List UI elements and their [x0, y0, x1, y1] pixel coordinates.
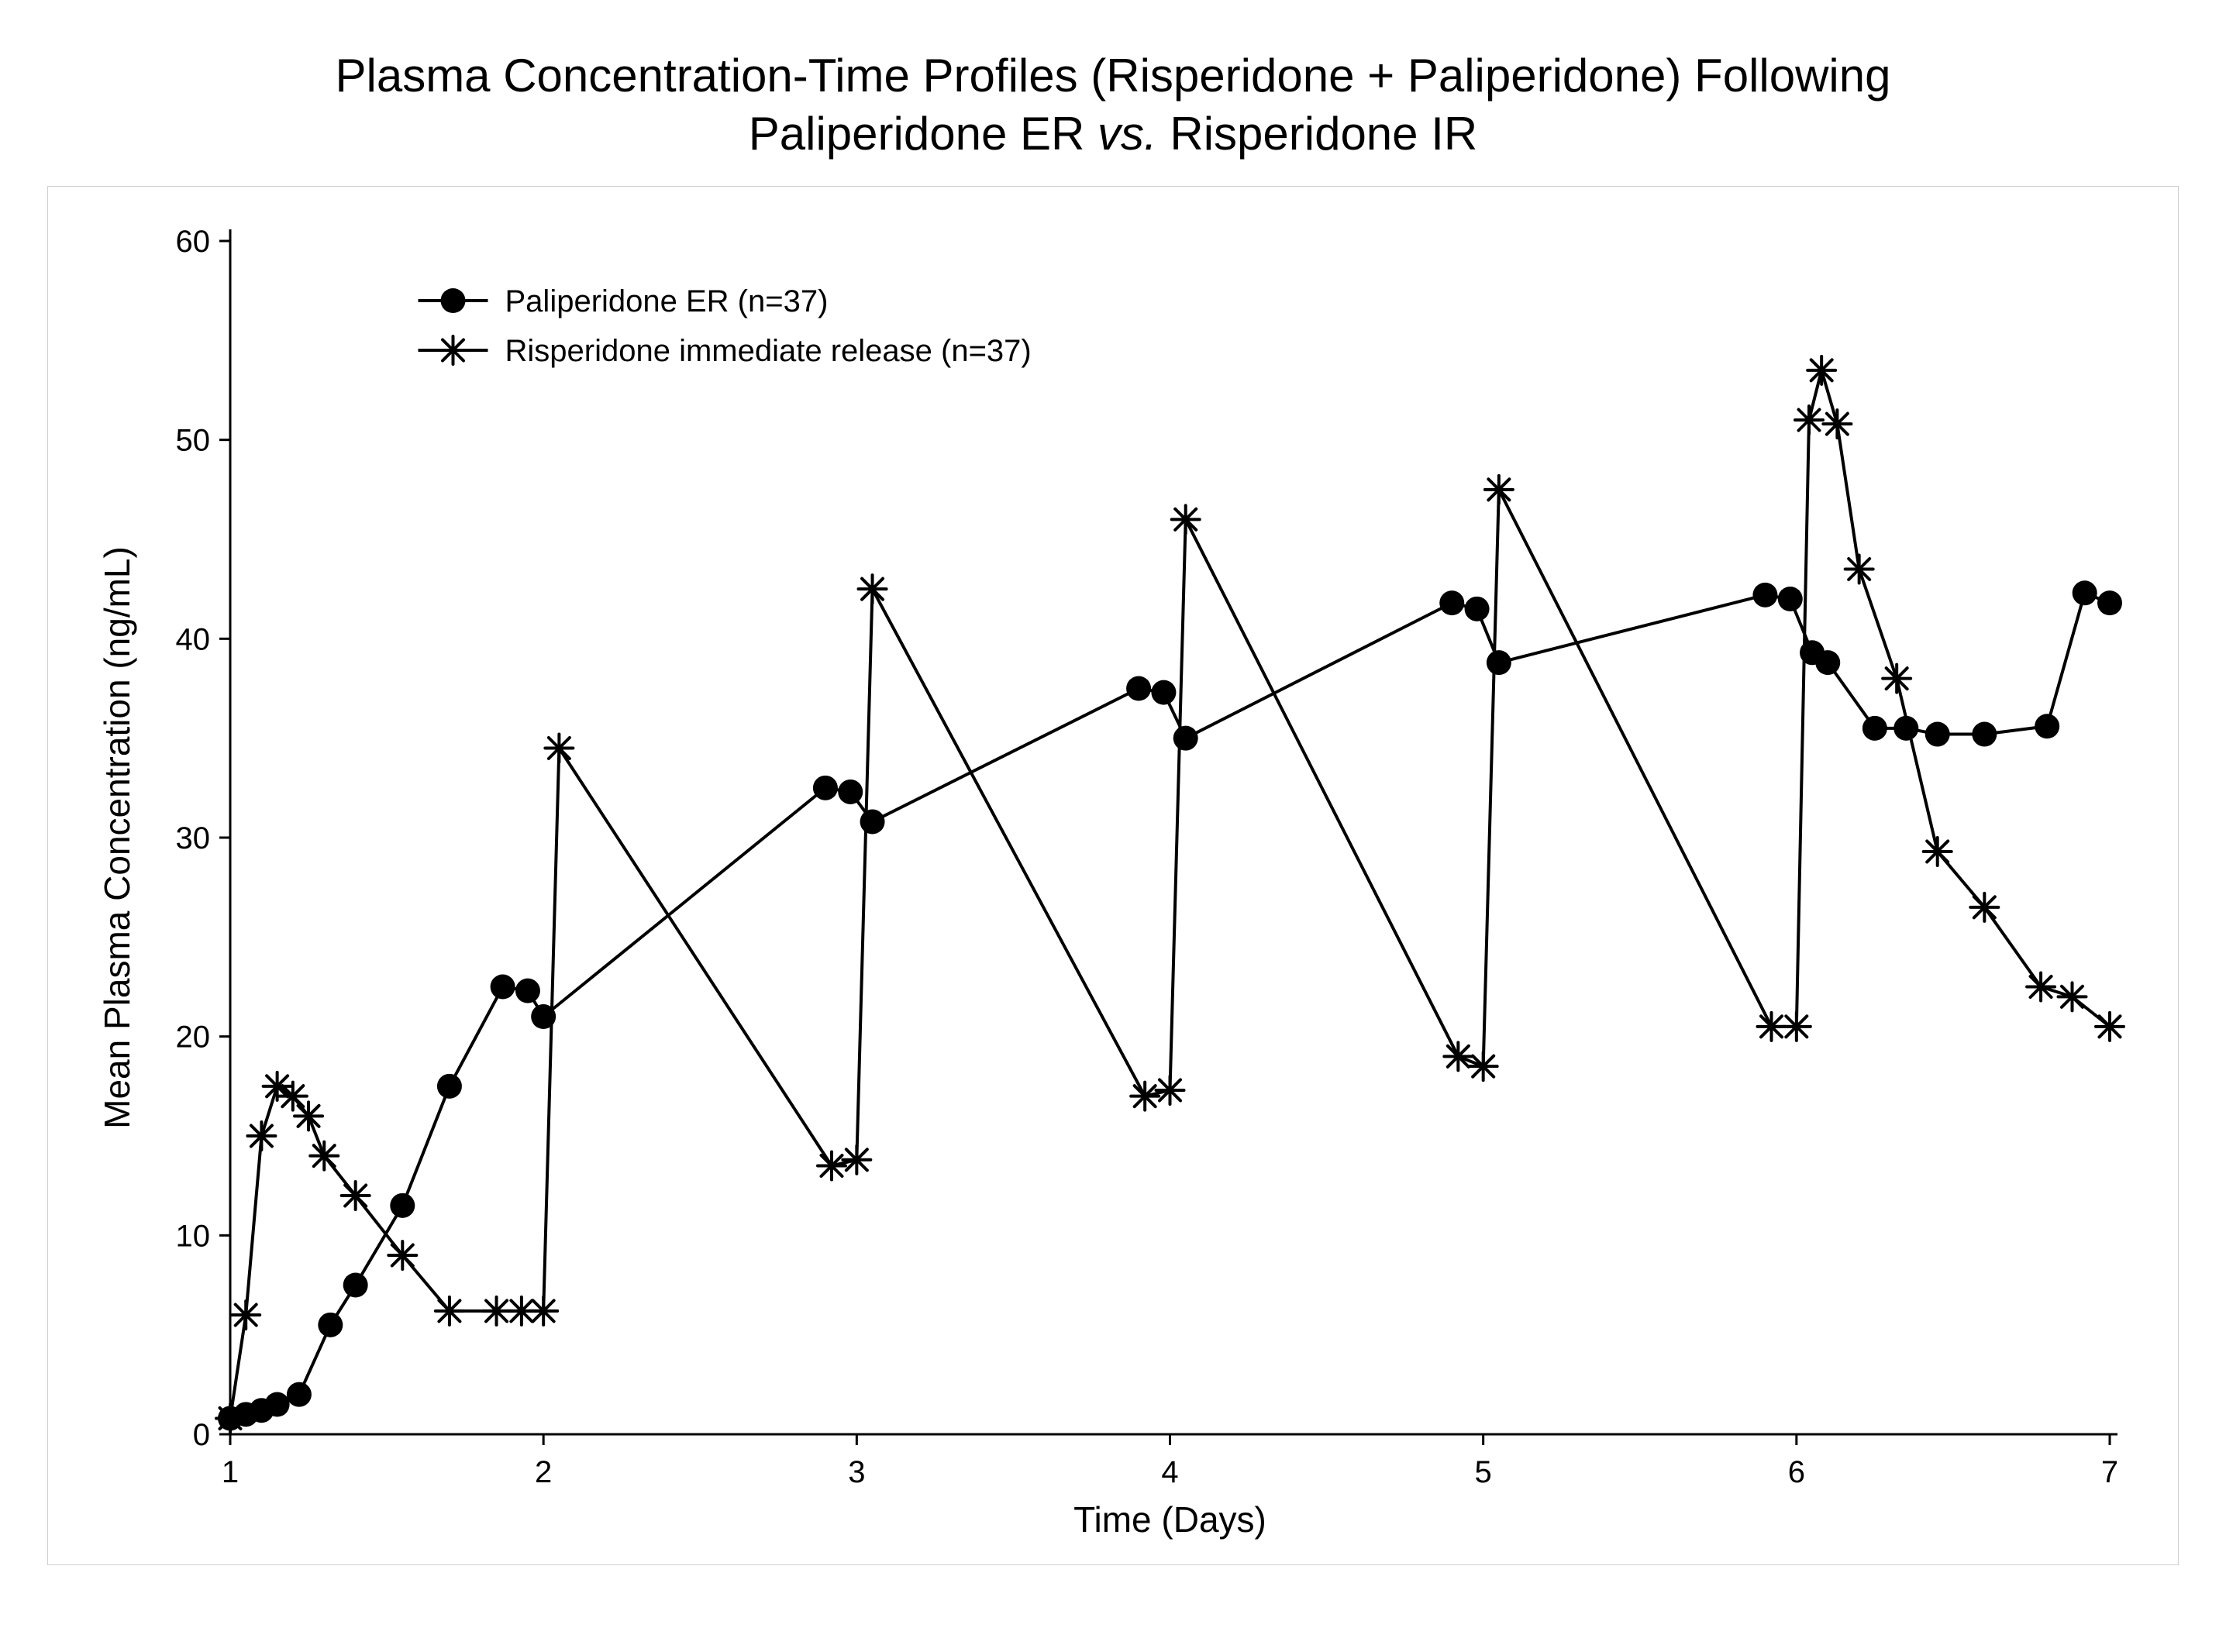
y-tick-label: 0 — [193, 1418, 210, 1452]
legend-label: Risperidone immediate release (n=37) — [505, 334, 1032, 368]
x-axis-label: Time (Days) — [1073, 1499, 1266, 1540]
x-tick-label: 7 — [2101, 1455, 2118, 1489]
x-tick-label: 6 — [1788, 1455, 1805, 1489]
x-tick-label: 1 — [222, 1455, 239, 1489]
y-tick-label: 20 — [176, 1020, 211, 1055]
y-tick-label: 30 — [176, 821, 211, 855]
title-left: Paliperidone ER — [749, 108, 1097, 160]
y-axis-label: Mean Plasma Concentration (ng/mL) — [97, 546, 137, 1129]
title-vs: vs. — [1097, 108, 1157, 160]
chart-frame: 0 10 20 30 40 50 60 1 2 3 4 5 6 7 Time (Days) Mean Plas… — [47, 186, 2179, 1565]
page: Plasma Concentration-Time Profiles (Risp… — [0, 0, 2226, 1652]
legend-label: Paliperidone ER (n=37) — [505, 284, 829, 318]
y-tick-label: 40 — [176, 622, 211, 656]
chart-svg: 0 10 20 30 40 50 60 1 2 3 4 5 6 7 Time (Days) Mean Plas… — [48, 187, 2179, 1566]
x-tick-label: 3 — [848, 1455, 865, 1489]
chart-title: Plasma Concentration-Time Profiles (Risp… — [85, 46, 2141, 163]
title-line-2: Paliperidone ER vs. Risperidone IR — [85, 105, 2141, 163]
y-tick-label: 10 — [176, 1219, 211, 1253]
title-line-1: Plasma Concentration-Time Profiles (Risp… — [85, 46, 2141, 105]
x-tick-label: 4 — [1161, 1455, 1178, 1489]
x-tick-label: 5 — [1475, 1455, 1492, 1489]
series-risperidone_ir — [216, 356, 2124, 1433]
x-tick-label: 2 — [535, 1455, 552, 1489]
y-tick-label: 50 — [176, 424, 211, 458]
y-tick-label: 60 — [176, 225, 211, 259]
title-right: Risperidone IR — [1170, 108, 1477, 160]
legend: Paliperidone ER (n=37) Risperidone immedi… — [419, 284, 1032, 368]
